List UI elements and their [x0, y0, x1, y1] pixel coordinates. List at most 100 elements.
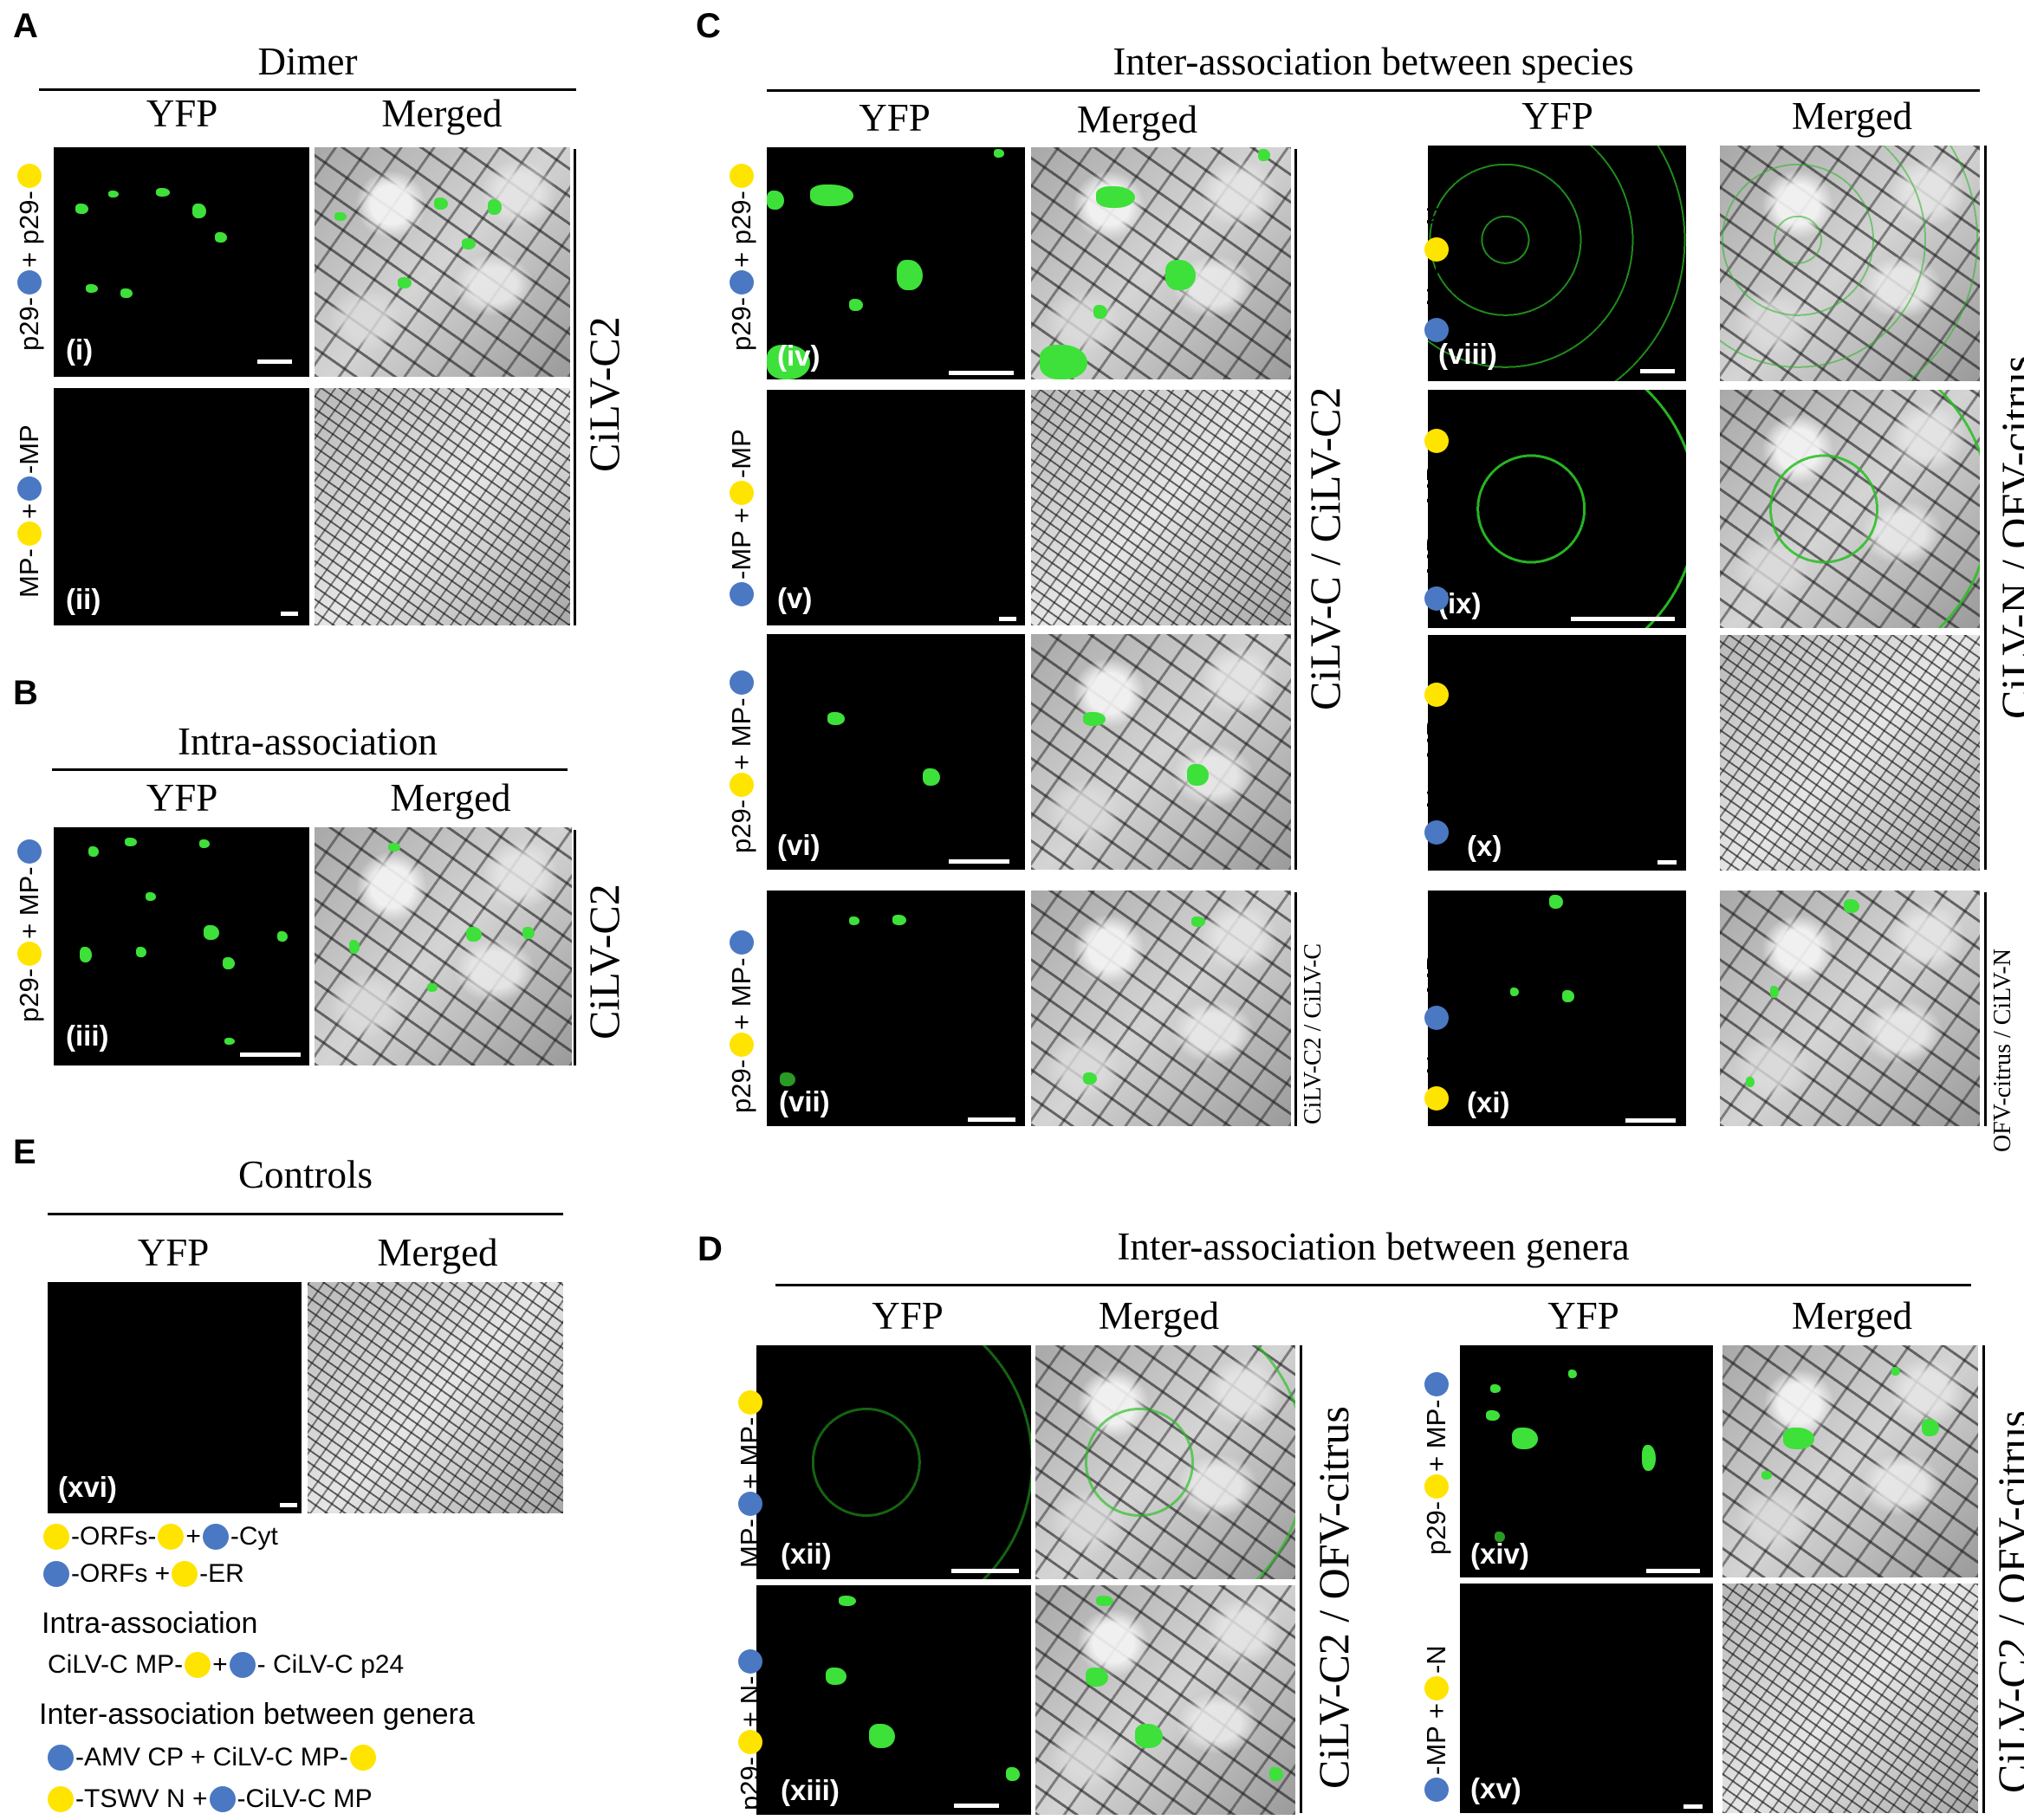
panel-a-side-rule — [574, 149, 576, 625]
cfp-dot-icon — [1424, 586, 1449, 611]
row-label-xi: -N + -MP — [1421, 954, 1452, 1111]
row-label-xii-left: MP- — [735, 1519, 765, 1568]
legend-line-2-b: -ER — [199, 1559, 244, 1588]
yfp-dot-icon — [185, 1652, 211, 1678]
legend-inter-2-a: -TSWV N + — [75, 1784, 208, 1813]
legend-line-1: -ORFs- + -Cyt — [43, 1522, 278, 1551]
yfp-dot-icon — [1424, 683, 1449, 708]
panel-letter-a: A — [13, 7, 38, 45]
row-label-xii: MP- + MP- — [735, 1389, 766, 1568]
panel-a-merged-header: Merged — [381, 92, 503, 135]
panel-c-left-small-label: CiLV-C2 / CiLV-C — [1300, 942, 1327, 1124]
yfp-dot-icon — [730, 772, 754, 797]
image-merged-vii — [1031, 891, 1291, 1126]
panel-c-right-small-rule — [1984, 892, 1987, 1126]
panel-c-title-rule — [767, 89, 1980, 92]
panel-c-left-side-rule — [1294, 149, 1297, 870]
yfp-dot-icon — [730, 1032, 754, 1057]
panel-tag-xv: (xv) — [1470, 1772, 1521, 1804]
panel-tag-xvi: (xvi) — [58, 1471, 117, 1503]
panel-e-yfp-header: YFP — [137, 1231, 210, 1274]
row-label-viii: -N + -N — [1421, 206, 1452, 342]
row-label-xiv-left: p29- — [1421, 1500, 1451, 1555]
panel-tag-xiv: (xiv) — [1470, 1538, 1529, 1570]
row-label-vi: p29- + MP- — [726, 670, 757, 853]
row-label-viii-mid: -N + — [1421, 263, 1451, 315]
panel-d-left-side-label: CiLV-C2 / OFV-citrus — [1309, 1406, 1358, 1789]
image-yfp-v: (v) — [767, 390, 1025, 625]
scale-bar — [949, 371, 1014, 375]
legend-line-1-a: -ORFs- — [71, 1522, 157, 1551]
image-merged-xvi — [308, 1282, 563, 1513]
row-label-i-mid: + p29- — [14, 191, 44, 268]
panel-a-side-label: CiLV-C2 — [580, 316, 628, 472]
row-label-xv-right: -N — [1421, 1645, 1451, 1674]
panel-tag-iii: (iii) — [66, 1020, 109, 1052]
cfp-dot-icon — [1424, 1005, 1449, 1030]
image-merged-xiii — [1035, 1585, 1295, 1815]
scale-bar — [1571, 617, 1675, 621]
image-yfp-xiv: (xiv) — [1460, 1345, 1713, 1577]
row-label-xv: -MP + -N — [1421, 1645, 1452, 1802]
image-merged-viii — [1720, 146, 1980, 381]
scale-bar — [257, 359, 292, 364]
legend-inter-1-a: -AMV CP + CiLV-C MP- — [75, 1743, 348, 1771]
row-label-iii-mid: + MP- — [14, 866, 44, 939]
row-label-ix: -MP + MP- — [1421, 428, 1452, 611]
yfp-dot-icon — [48, 1786, 74, 1812]
row-label-ii: MP- + -MP — [14, 424, 45, 598]
row-label-vi-left: p29- — [726, 799, 756, 853]
scale-bar — [1640, 369, 1675, 373]
legend-inter-line-2: -TSWV N + -CiLV-C MP — [48, 1784, 373, 1814]
panel-a-yfp-header: YFP — [146, 92, 218, 135]
cfp-dot-icon — [43, 1561, 69, 1587]
scale-bar — [1646, 1569, 1700, 1573]
panel-c-left-side-label: CiLV-C / CiLV-C2 — [1301, 386, 1349, 710]
scale-bar — [949, 859, 1009, 864]
yfp-dot-icon — [730, 164, 754, 189]
image-yfp-viii: (viii) — [1428, 146, 1686, 381]
panel-b-yfp-header: YFP — [146, 776, 218, 819]
scale-bar — [240, 1052, 301, 1057]
image-merged-iv — [1031, 147, 1291, 379]
row-label-vii-mid: + MP- — [726, 957, 756, 1030]
yfp-dot-icon — [17, 164, 42, 189]
panel-tag-x: (x) — [1467, 830, 1502, 862]
row-label-xiv-mid: + MP- — [1421, 1399, 1451, 1472]
row-label-v: -MP + -MP — [726, 429, 757, 606]
row-label-xiii: p29- + N- — [735, 1648, 766, 1810]
panel-d-left-yfp-header: YFP — [872, 1294, 944, 1337]
yfp-dot-icon — [1424, 1086, 1449, 1111]
cfp-dot-icon — [730, 269, 754, 295]
image-yfp-x: (x) — [1428, 635, 1686, 871]
row-label-vii: p29- + MP- — [726, 930, 757, 1113]
panel-tag-v: (v) — [777, 582, 813, 614]
panel-letter-e: E — [13, 1133, 36, 1171]
panel-d-right-yfp-header: YFP — [1547, 1294, 1619, 1337]
panel-d-title-rule — [775, 1284, 1971, 1286]
row-label-ix-mid: -MP + MP- — [1421, 455, 1451, 584]
panel-tag-iv: (iv) — [777, 340, 821, 372]
panel-c-left-merged-header: Merged — [1076, 98, 1198, 141]
panel-tag-vi: (vi) — [777, 829, 821, 861]
row-label-xiii-left: p29- — [735, 1756, 765, 1810]
row-label-xiii-mid: + N- — [735, 1675, 765, 1727]
scale-bar — [280, 1503, 297, 1507]
yfp-dot-icon — [738, 1729, 762, 1754]
panel-e-title-rule — [48, 1213, 563, 1215]
panel-c-right-side-rule — [1984, 146, 1987, 870]
image-merged-i — [315, 147, 570, 377]
cfp-dot-icon — [17, 839, 42, 865]
row-label-iii-left: p29- — [14, 968, 44, 1022]
image-yfp-vii: (vii) — [767, 891, 1025, 1126]
cfp-dot-icon — [730, 670, 754, 696]
panel-b-side-rule — [574, 830, 576, 1065]
yfp-dot-icon — [738, 1389, 762, 1415]
cfp-dot-icon — [48, 1745, 74, 1771]
cfp-dot-icon — [738, 1648, 762, 1674]
image-yfp-ix: (ix) — [1428, 390, 1686, 628]
legend-intra-heading: Intra-association — [42, 1607, 258, 1640]
row-label-v-right: -MP — [726, 429, 756, 479]
panel-d-right-merged-header: Merged — [1791, 1294, 1913, 1337]
cfp-dot-icon — [17, 476, 42, 502]
